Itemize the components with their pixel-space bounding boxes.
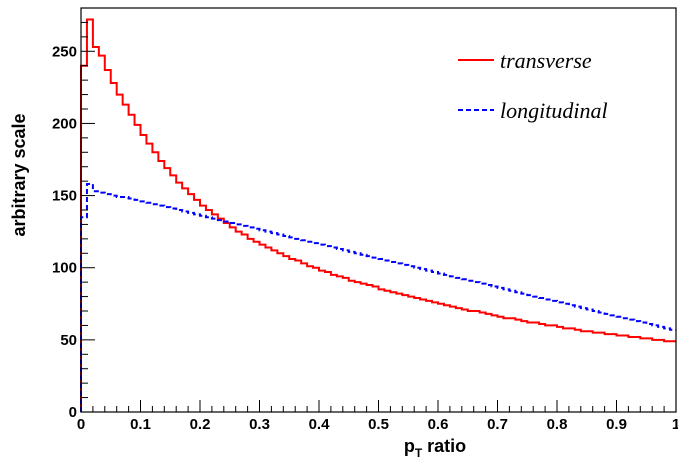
x-tick-label: 0.3 (249, 416, 270, 433)
y-tick-label: 250 (52, 43, 77, 60)
x-tick-label: 0.7 (487, 416, 508, 433)
x-tick-label: 0.2 (190, 416, 211, 433)
y-tick-label: 100 (52, 260, 77, 277)
y-axis-ticks: 0 50 100 150 200 250 (52, 7, 95, 421)
y-tick-label: 0 (69, 404, 77, 421)
x-axis-title: pT ratio (404, 436, 466, 458)
x-axis-title-main: p (404, 436, 415, 456)
y-tick-label: 200 (52, 115, 77, 132)
x-tick-label: 0.8 (547, 416, 568, 433)
x-tick-label: 0.9 (606, 416, 627, 433)
series-layer (80, 18, 676, 412)
legend: transverse longitudinal (458, 48, 608, 123)
x-tick-label: 1 (672, 416, 678, 433)
y-tick-label: 50 (60, 332, 77, 349)
x-axis-title-subscript: T (415, 446, 423, 458)
x-tick-label: 0.4 (309, 416, 331, 433)
x-axis-title-rest: ratio (422, 436, 466, 456)
x-tick-label: 0.6 (428, 416, 449, 433)
x-tick-label: 0.5 (368, 416, 389, 433)
x-tick-label: 0 (77, 416, 85, 433)
y-axis-title: arbitrary scale (9, 113, 29, 236)
x-tick-label: 0.1 (130, 416, 151, 433)
series-transverse-line (80, 18, 676, 412)
y-tick-label: 150 (52, 188, 77, 205)
legend-label-longitudinal: longitudinal (500, 98, 608, 123)
x-axis-ticks: 0 0.1 0.2 0.3 0.4 0.5 0.6 0.7 0.8 0.9 1 (77, 400, 678, 433)
series-longitudinal-line (80, 183, 676, 412)
legend-label-transverse: transverse (500, 48, 592, 73)
